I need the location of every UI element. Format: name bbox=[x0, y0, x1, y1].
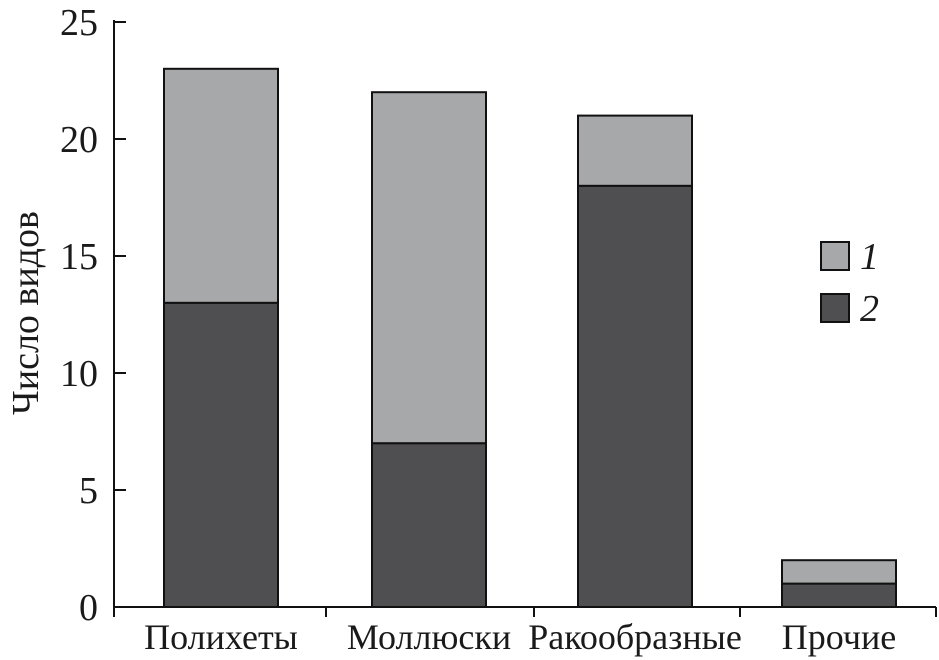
legend-label-1: 1 bbox=[860, 236, 879, 278]
legend: 12 bbox=[820, 236, 879, 330]
y-tick-label-0: 0 bbox=[79, 587, 98, 629]
bar-segment-series-1-3 bbox=[781, 559, 897, 585]
y-tick-label-15: 15 bbox=[60, 236, 98, 278]
category-label-1: Моллюски bbox=[347, 617, 511, 657]
y-tick-label-5: 5 bbox=[79, 470, 98, 512]
x-categories-layer: Полихеты Моллюски Ракообразные Прочие bbox=[144, 617, 896, 657]
y-tick-label-20: 20 bbox=[60, 119, 98, 161]
y-ticks-layer: 0 5 10 15 20 25 bbox=[60, 2, 126, 629]
category-label-2: Ракообразные bbox=[528, 617, 742, 657]
axes-layer bbox=[113, 20, 937, 617]
bar-segment-series-2-2 bbox=[577, 184, 693, 609]
bar-segment-series-2-1 bbox=[371, 442, 487, 609]
y-axis-title: Число видов bbox=[5, 211, 47, 415]
y-tick-label-25: 25 bbox=[60, 2, 98, 44]
legend-swatch-2 bbox=[820, 293, 850, 323]
bars-layer bbox=[163, 67, 897, 609]
bar-segment-series-1-0 bbox=[163, 67, 279, 304]
category-label-3: Прочие bbox=[782, 617, 896, 657]
bar-segment-series-2-0 bbox=[163, 301, 279, 608]
y-tick-label-10: 10 bbox=[60, 353, 98, 395]
legend-swatch-1 bbox=[820, 241, 850, 271]
bar-segment-series-1-2 bbox=[577, 114, 693, 187]
category-label-0: Полихеты bbox=[144, 617, 298, 657]
legend-label-2: 2 bbox=[860, 288, 879, 330]
bar-segment-series-2-3 bbox=[781, 582, 897, 608]
bar-segment-series-1-1 bbox=[371, 91, 487, 445]
